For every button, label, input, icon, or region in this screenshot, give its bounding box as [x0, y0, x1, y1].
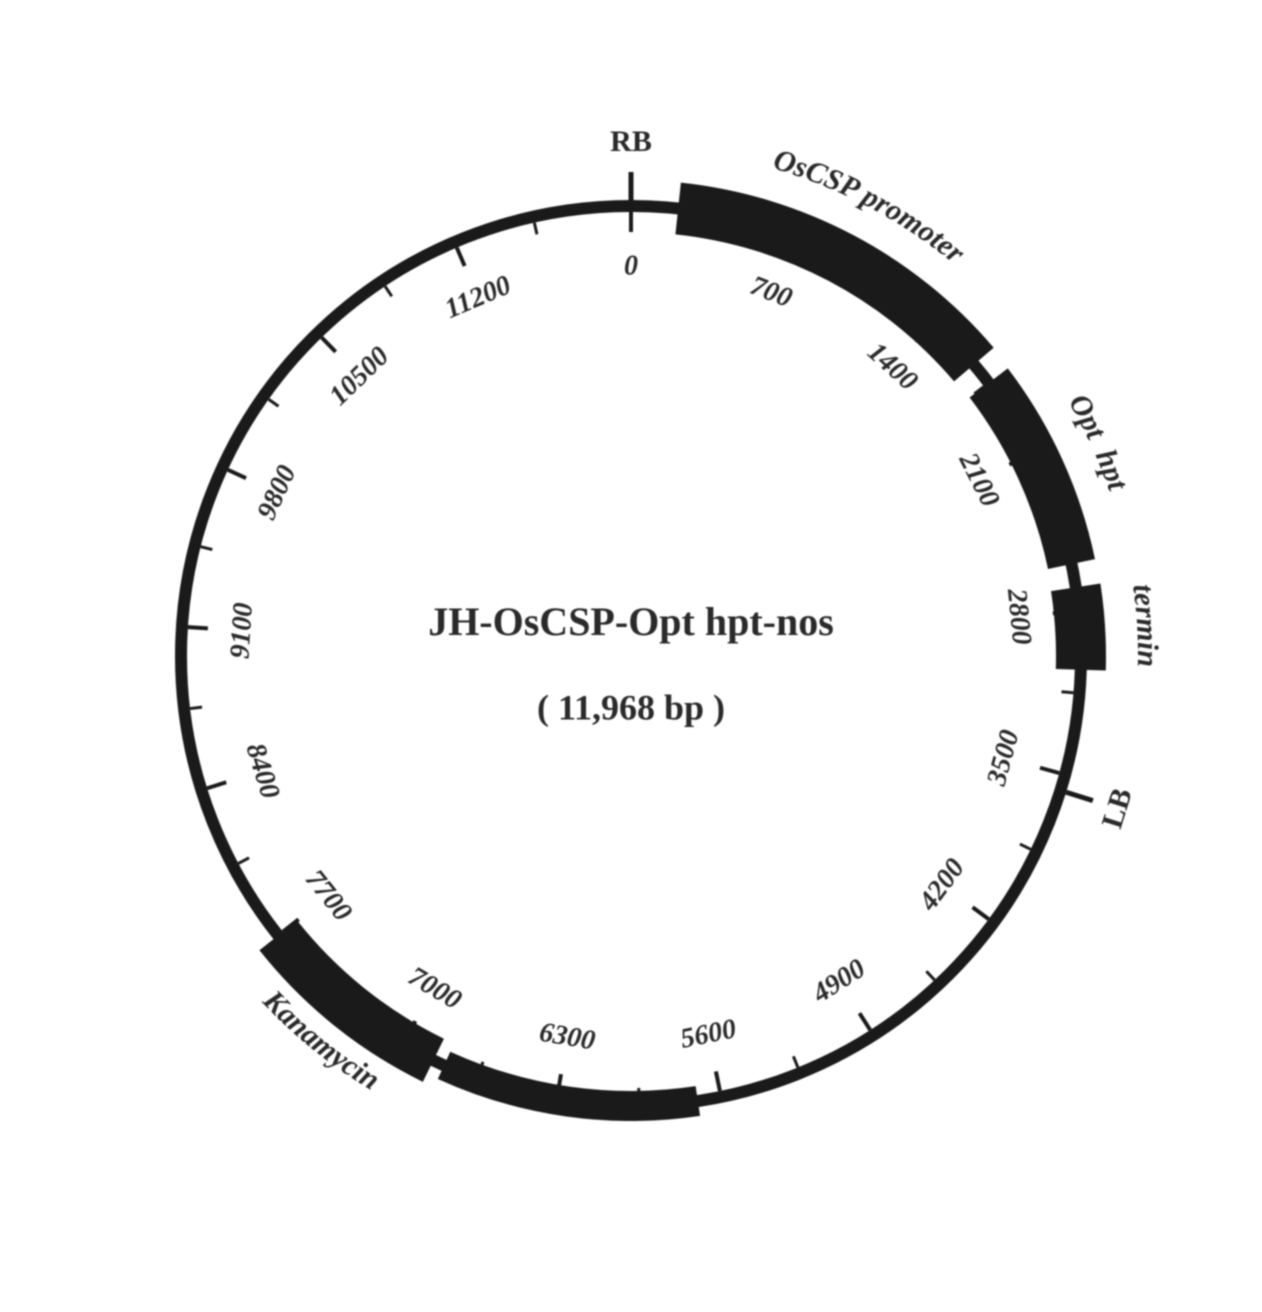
tick — [457, 248, 465, 266]
plasmid-svg: 0 700 1400 2100 2800 3500 4200 4900 5600 6300 7000… — [31, 16, 1231, 1296]
tick-label: 5600 — [678, 1013, 739, 1055]
tick — [228, 470, 246, 478]
feature-label-LB: LB — [1095, 784, 1138, 832]
tick-label: 6300 — [537, 1017, 597, 1057]
tick-label: 4900 — [806, 953, 871, 1010]
tick-label: 2100 — [952, 447, 1005, 512]
feature-block-OsCSP_promoter — [675, 183, 993, 382]
tick — [322, 337, 336, 351]
tick-label: 0 — [624, 250, 638, 281]
minor-tick — [269, 399, 279, 406]
tick-label: 8400 — [239, 740, 285, 803]
tick — [973, 907, 989, 919]
plasmid-size: ( 11,968 bp ) — [537, 687, 725, 727]
feature-block-segment5 — [438, 1052, 700, 1121]
tick-label: 700 — [746, 270, 796, 314]
minor-tick — [534, 223, 537, 235]
tick-label: 9800 — [251, 461, 303, 525]
tick-label: 4200 — [912, 853, 971, 917]
minor-tick — [385, 286, 392, 296]
tick — [716, 1071, 720, 1091]
minor-tick — [201, 547, 213, 550]
minor-tick — [1062, 692, 1074, 693]
minor-tick — [926, 971, 934, 980]
minor-tick — [190, 707, 202, 708]
tick-label: 7700 — [299, 864, 358, 927]
tick — [859, 1013, 870, 1030]
tick-label: 2800 — [1001, 586, 1038, 646]
tick — [207, 782, 226, 788]
plasmid-title: JH-OsCSP-Opt hpt-nos — [428, 599, 834, 644]
plasmid-map-container: 0 700 1400 2100 2800 3500 4200 4900 5600 6300 7000… — [31, 16, 1231, 1296]
minor-tick — [1020, 844, 1031, 849]
minor-tick — [793, 1056, 798, 1067]
feature-label-nos_terminator: nos terminater — [31, 16, 1164, 667]
tick — [1040, 768, 1059, 773]
tick-label: 3500 — [981, 727, 1026, 790]
minor-tick — [238, 858, 249, 864]
feature-label-Opt_hpt: Opt hpt — [1062, 388, 1135, 495]
tick-label: 7000 — [403, 961, 467, 1016]
feature-label-RB: RB — [610, 125, 652, 158]
tick-label: 9100 — [224, 602, 259, 660]
feature-marker-LB — [1066, 792, 1093, 800]
tick-label: 1400 — [861, 336, 923, 397]
tick-label: 11200 — [440, 270, 515, 325]
tick — [188, 627, 208, 628]
feature-block-nos_terminator — [1051, 583, 1106, 670]
